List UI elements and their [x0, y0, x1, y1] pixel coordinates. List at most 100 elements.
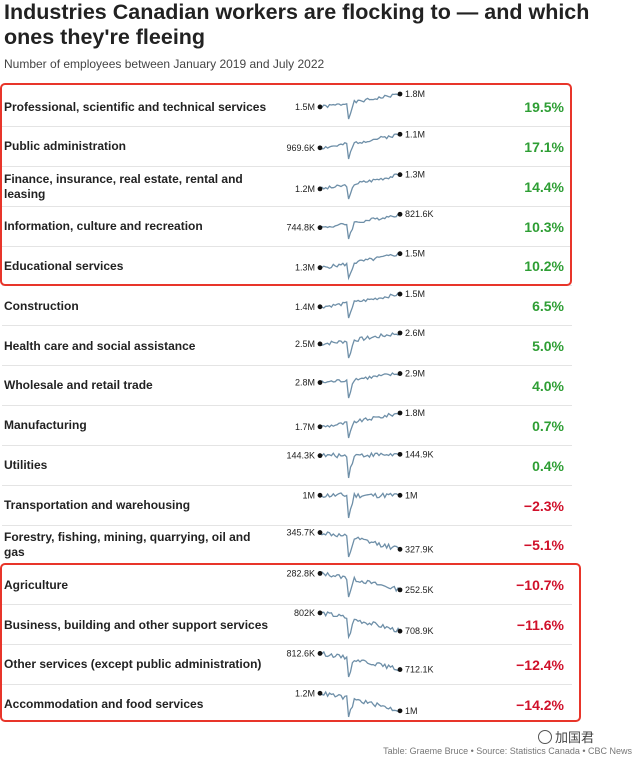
industry-label: Accommodation and food services [4, 697, 204, 712]
start-point [317, 145, 323, 151]
start-value-label: 969.6K [286, 143, 315, 153]
industry-label: Information, culture and recreation [4, 219, 203, 234]
table-row: Finance, insurance, real estate, rental … [0, 167, 572, 207]
row-divider [2, 325, 572, 327]
percent-change: 17.1% [524, 138, 564, 155]
row-divider [2, 126, 572, 127]
end-value-label: 712.1K [405, 664, 434, 674]
start-value-label: 2.8M [295, 377, 315, 387]
row-divider [2, 604, 572, 606]
sparkline-path [319, 571, 401, 598]
sparkline: 1.5M 1.8M [295, 89, 425, 120]
sparkline-path [319, 611, 401, 640]
percent-change: 0.7% [532, 417, 564, 434]
start-point [317, 530, 323, 536]
start-value-label: 1.2M [295, 688, 315, 698]
row-divider [2, 524, 572, 526]
percent-change: −14.2% [516, 696, 564, 713]
industry-label: Wholesale and retail trade [4, 378, 153, 393]
start-point [317, 424, 323, 429]
end-point [397, 628, 403, 634]
end-point [397, 291, 403, 297]
sparkline: 1.4M 1.5M [295, 289, 425, 319]
start-value-label: 1.2M [295, 184, 315, 194]
start-value-label: 1.3M [295, 263, 315, 273]
industry-label: Other services (except public administra… [4, 657, 262, 672]
sparkline-path [319, 133, 401, 160]
end-point [397, 371, 403, 376]
sparkline: 812.6K 712.1K [286, 648, 434, 678]
industry-label: Transportation and warehousing [4, 498, 191, 512]
industry-label: Business, building and other support ser… [4, 617, 269, 632]
start-value-label: 144.3K [286, 450, 315, 460]
sparkline-path [319, 690, 401, 717]
percent-change: −2.3% [523, 497, 564, 514]
table-row: Agriculture 282.8K 252.5K −10.7% [0, 565, 572, 606]
sparkline-path [320, 451, 401, 478]
sparkline-path [319, 292, 401, 319]
watermark: 加国君 [538, 727, 594, 746]
end-point [397, 410, 403, 416]
chart-title: Industries Canadian workers are flocking… [4, 0, 590, 49]
sparkline-path [319, 650, 401, 678]
end-point [397, 587, 403, 593]
table-row: Wholesale and retail trade 2.8M 2.9M 4.0% [0, 366, 572, 406]
sparkline: 1.3M 1.5M [295, 249, 425, 281]
industry-label: Finance, insurance, real estate, rental … [4, 171, 243, 201]
end-point [397, 131, 403, 137]
start-point [317, 186, 323, 191]
sparkline-path [319, 491, 401, 518]
row-divider [2, 683, 572, 685]
percent-change: −5.1% [523, 537, 564, 554]
start-point [317, 341, 323, 347]
end-point [397, 211, 403, 217]
start-point [317, 265, 323, 271]
table-row: Construction 1.4M 1.5M 6.5% [0, 286, 572, 327]
end-value-label: 1M [405, 490, 418, 500]
start-value-label: 1.7M [295, 422, 315, 432]
sparkline-path [319, 212, 401, 239]
row-divider [2, 205, 572, 207]
footer-credit: Table: Graeme Bruce • Source: Statistics… [383, 746, 632, 756]
industry-label: Educational services [4, 258, 124, 273]
start-point [317, 610, 323, 616]
start-point [317, 690, 323, 696]
end-point [397, 451, 403, 457]
table-row: Business, building and other support ser… [0, 605, 572, 646]
sparkline: 345.7K 327.9K [286, 528, 434, 558]
industry-label: Forestry, fishing, mining, quarrying, oi… [4, 530, 251, 560]
watermark-icon [538, 730, 552, 744]
start-point [317, 304, 323, 310]
row-divider [2, 245, 572, 247]
sparkline-path [319, 173, 401, 199]
sparkline-path [319, 93, 401, 120]
end-value-label: 1.5M [405, 289, 425, 299]
percent-change: 14.4% [524, 178, 564, 195]
watermark-text: 加国君 [555, 730, 595, 745]
row-divider [2, 444, 572, 446]
percent-change: 6.5% [532, 298, 564, 315]
sparkline: 282.8K 252.5K [286, 569, 434, 598]
table-row: Information, culture and recreation 744.8… [0, 207, 572, 247]
start-value-label: 1.4M [295, 302, 315, 312]
start-point [317, 571, 323, 577]
table-row: Forestry, fishing, mining, quarrying, oi… [0, 525, 572, 566]
end-value-label: 1.8M [405, 408, 425, 418]
end-point [397, 91, 403, 97]
percent-change: 0.4% [532, 457, 564, 474]
end-point [397, 330, 403, 336]
chart-subtitle: Number of employees between January 2019… [4, 57, 325, 71]
sparkline: 1.2M 1.3M [295, 169, 425, 199]
end-value-label: 2.6M [405, 328, 425, 338]
table-row: Public administration 969.6K 1.1M 17.1% [0, 127, 572, 167]
percent-change: 4.0% [532, 377, 564, 394]
row-divider [2, 365, 572, 367]
end-value-label: 708.9K [405, 626, 434, 636]
table-row: Accommodation and food services 1.2M 1M −14… [0, 685, 572, 725]
start-point [317, 224, 323, 230]
end-point [397, 171, 403, 177]
sparkline: 744.8K 821.6K [286, 209, 434, 239]
end-point [397, 708, 403, 713]
industry-label: Public administration [4, 139, 127, 154]
row-divider [2, 165, 572, 167]
